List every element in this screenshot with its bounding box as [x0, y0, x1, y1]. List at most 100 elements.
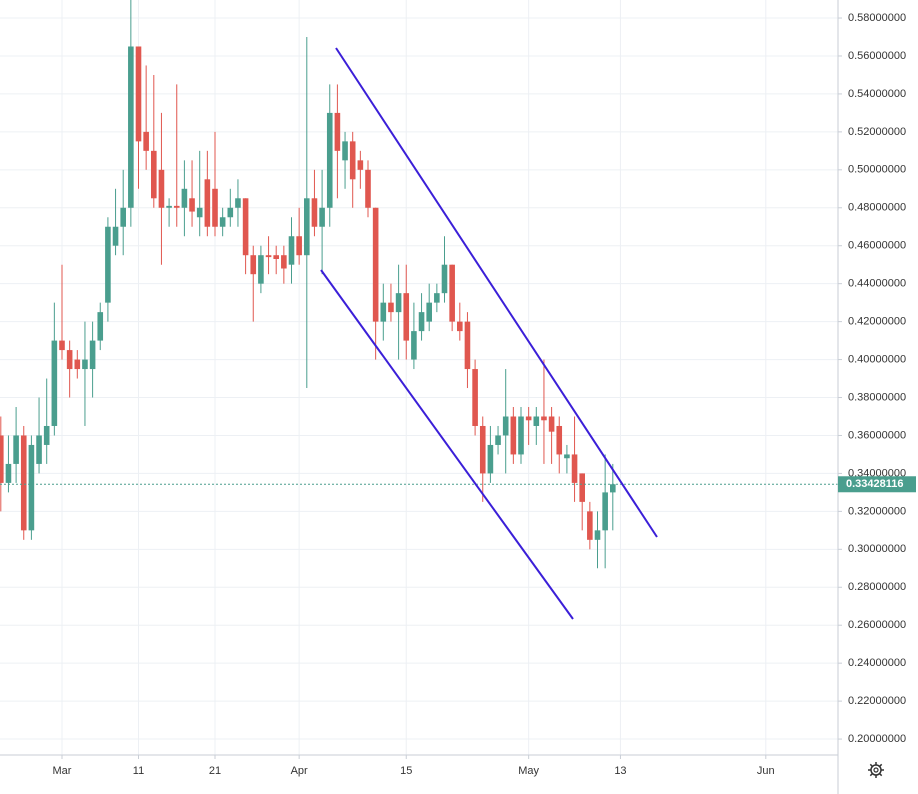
candle-body: [602, 492, 608, 531]
candle-body: [89, 340, 96, 370]
candle-body: [365, 169, 371, 208]
candle-body: [258, 255, 264, 284]
last-price-label: 0.33428116: [846, 478, 904, 490]
candle-body: [128, 46, 134, 208]
x-tick-label: 21: [209, 765, 221, 777]
y-tick-label: 0.48000000: [848, 202, 906, 214]
candle-body: [556, 425, 563, 455]
candle-body: [296, 236, 302, 256]
candle-body: [43, 425, 50, 445]
candle-body: [151, 150, 157, 199]
x-tick-label: May: [518, 765, 539, 777]
candle-body: [311, 198, 318, 227]
x-tick-label: Mar: [53, 765, 72, 777]
candle-body: [189, 198, 195, 212]
candle-body: [173, 205, 180, 208]
y-tick-label: 0.26000000: [848, 619, 906, 631]
candle-body: [59, 340, 65, 351]
candle-body: [135, 46, 142, 142]
candle-body: [326, 112, 333, 208]
candle-body: [265, 255, 272, 258]
candle-body: [281, 255, 287, 269]
settings-icon[interactable]: [868, 762, 884, 778]
candle-body: [212, 188, 218, 227]
candle-body: [28, 444, 35, 531]
y-tick-label: 0.52000000: [848, 126, 906, 138]
candle-body: [112, 226, 119, 246]
candle-body: [13, 435, 19, 464]
candle-body: [204, 179, 211, 227]
candle-body: [418, 312, 425, 332]
x-tick-label: 15: [400, 765, 412, 777]
candle-body: [395, 293, 402, 313]
candle-body: [449, 264, 455, 322]
candle-body: [143, 131, 149, 151]
candle-body: [411, 331, 417, 360]
y-tick-label: 0.56000000: [848, 50, 906, 62]
candle-body: [196, 207, 203, 218]
y-tick-label: 0.28000000: [848, 581, 906, 593]
candle-body: [0, 435, 4, 483]
candle-body: [105, 226, 111, 303]
candle-body: [334, 112, 341, 151]
channel-upper: [335, 47, 658, 538]
candle-body: [5, 463, 12, 483]
y-tick-label: 0.58000000: [848, 12, 906, 24]
candle-body: [510, 416, 517, 455]
candle-body: [66, 350, 73, 370]
y-tick-label: 0.32000000: [848, 505, 906, 517]
y-tick-label: 0.38000000: [848, 391, 906, 403]
gear-teeth: [868, 762, 884, 778]
candle-body: [97, 312, 104, 341]
candle-body: [388, 302, 394, 313]
candle-body: [380, 302, 387, 322]
x-tick-label: 13: [614, 765, 626, 777]
candle-body: [525, 416, 532, 421]
candle-body: [227, 207, 234, 218]
y-tick-label: 0.40000000: [848, 353, 906, 365]
candles: [0, 0, 838, 569]
candle-body: [250, 255, 257, 275]
axes: 0.20000000 0.22000000 0.24000000 0.26000000…: [53, 12, 916, 777]
gear-hub: [873, 767, 879, 773]
candle-body: [594, 530, 601, 540]
candle-body: [541, 416, 547, 421]
candle-body: [319, 207, 325, 227]
candle-body: [242, 198, 249, 256]
channel-lower: [320, 269, 574, 620]
candle-body: [571, 454, 578, 483]
last-price-box: [838, 476, 916, 493]
candle-body: [479, 425, 486, 474]
candle-body: [372, 207, 379, 322]
candle-body: [235, 198, 241, 208]
candle-body: [464, 321, 471, 370]
candle-body: [426, 302, 432, 322]
y-tick-label: 0.54000000: [848, 88, 906, 100]
candle-body: [166, 205, 172, 208]
candle-body: [403, 293, 410, 341]
candle-body: [587, 511, 593, 540]
candle-body: [181, 188, 188, 208]
x-tick-label: Apr: [291, 765, 308, 777]
y-tick-label: 0.50000000: [848, 164, 906, 176]
candle-body: [495, 435, 501, 445]
x-tick-label: 11: [133, 765, 144, 777]
candle-body: [304, 198, 310, 256]
candle-body: [441, 264, 448, 294]
x-tick-label: Jun: [757, 765, 775, 777]
candle-body: [158, 169, 165, 208]
candle-body: [579, 473, 585, 502]
candle-body: [342, 141, 348, 161]
candle-body: [472, 369, 478, 426]
candle-body: [564, 454, 570, 459]
candle-body: [74, 359, 81, 370]
candle-body: [548, 416, 555, 432]
candle-body: [20, 435, 27, 531]
candle-body: [288, 236, 295, 265]
candle-body: [533, 416, 540, 426]
y-tick-label: 0.24000000: [848, 657, 906, 669]
candle-body: [36, 435, 42, 464]
candle-body: [273, 255, 279, 260]
y-tick-label: 0.44000000: [848, 278, 906, 290]
